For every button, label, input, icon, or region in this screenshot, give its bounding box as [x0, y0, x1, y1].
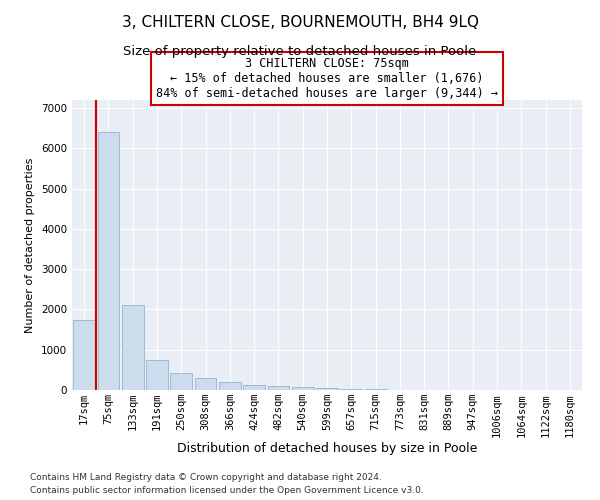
Bar [243, 385, 265, 390]
Bar [219, 382, 241, 390]
Bar [340, 388, 362, 390]
Bar [170, 372, 192, 390]
Bar [122, 306, 143, 390]
Bar [243, 385, 265, 390]
Bar [97, 132, 119, 390]
Bar [97, 132, 119, 390]
Bar [146, 360, 168, 390]
Bar [194, 378, 217, 390]
Bar [268, 386, 289, 390]
X-axis label: Distribution of detached houses by size in Poole: Distribution of detached houses by size … [177, 442, 477, 455]
Bar [194, 378, 217, 390]
Text: Contains public sector information licensed under the Open Government Licence v3: Contains public sector information licen… [30, 486, 424, 495]
Bar [365, 389, 386, 390]
Text: 3 CHILTERN CLOSE: 75sqm
← 15% of detached houses are smaller (1,676)
84% of semi: 3 CHILTERN CLOSE: 75sqm ← 15% of detache… [156, 57, 498, 100]
Bar [268, 386, 289, 390]
Bar [170, 372, 192, 390]
Bar [122, 306, 143, 390]
Text: Size of property relative to detached houses in Poole: Size of property relative to detached ho… [124, 45, 476, 58]
Bar [340, 388, 362, 390]
Text: 3, CHILTERN CLOSE, BOURNEMOUTH, BH4 9LQ: 3, CHILTERN CLOSE, BOURNEMOUTH, BH4 9LQ [121, 15, 479, 30]
Bar [146, 360, 168, 390]
Bar [219, 382, 241, 390]
Bar [292, 387, 314, 390]
Bar [365, 389, 386, 390]
Text: Contains HM Land Registry data © Crown copyright and database right 2024.: Contains HM Land Registry data © Crown c… [30, 474, 382, 482]
Bar [73, 320, 95, 390]
Bar [316, 388, 338, 390]
Bar [73, 320, 95, 390]
Bar [316, 388, 338, 390]
Bar [292, 387, 314, 390]
Y-axis label: Number of detached properties: Number of detached properties [25, 158, 35, 332]
